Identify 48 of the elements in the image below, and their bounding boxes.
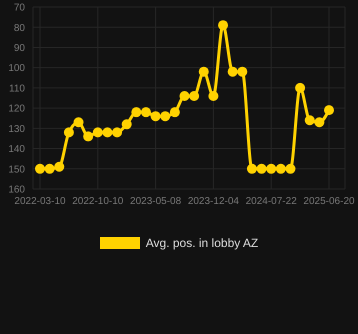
point: [170, 107, 180, 118]
point: [131, 107, 142, 118]
x-tick-label: 2022-03-10: [14, 196, 66, 208]
point: [122, 119, 132, 130]
point: [140, 107, 151, 118]
x-tick-label: 2025-06-20: [303, 196, 356, 208]
point: [189, 90, 200, 101]
point: [92, 127, 103, 138]
x-tick-label: 2023-12-04: [188, 196, 240, 208]
y-tick-label: 160: [8, 184, 26, 196]
point: [54, 162, 64, 172]
point: [74, 117, 84, 128]
x-tick-label: 2024-07-22: [246, 196, 298, 208]
y-tick-label: 140: [8, 144, 26, 156]
y-tick-label: 70: [14, 2, 26, 14]
point: [266, 164, 276, 174]
point: [285, 164, 296, 174]
y-tick-label: 120: [8, 104, 26, 115]
point: [198, 66, 209, 77]
point: [218, 20, 228, 30]
x-tick-label: 2023-05-08: [130, 196, 182, 208]
point: [256, 164, 267, 174]
point: [180, 90, 190, 101]
point: [324, 105, 334, 116]
point: [160, 111, 170, 122]
point: [112, 127, 122, 138]
point: [102, 127, 112, 138]
point: [64, 127, 74, 138]
y-tick-label: 110: [9, 83, 26, 94]
point: [237, 66, 248, 77]
point: [314, 117, 324, 128]
y-tick-label: 90: [14, 42, 26, 54]
point: [44, 164, 55, 174]
point: [228, 66, 238, 77]
point: [246, 164, 257, 174]
point: [35, 164, 45, 174]
y-tick-label: 150: [8, 164, 26, 176]
y-tick-label: 80: [14, 22, 26, 34]
point: [150, 111, 161, 122]
point: [304, 115, 315, 126]
y-tick-label: 100: [8, 63, 26, 74]
y-tick-label: 130: [8, 124, 26, 135]
x-tick-label: 2022-10-10: [72, 196, 124, 208]
point: [295, 82, 306, 93]
legend-label: Avg. pos. in lobby AZ: [146, 236, 258, 250]
point: [208, 90, 218, 101]
point: [83, 131, 94, 142]
point: [276, 164, 286, 174]
